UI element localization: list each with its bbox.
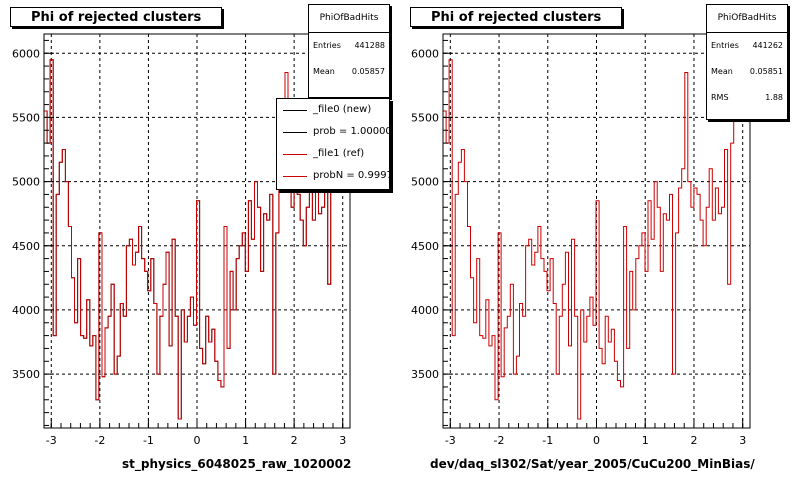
y-tick-label-4: 5500 (12, 111, 40, 124)
chart-2-stats-entries: Entries 441262 (707, 33, 787, 59)
legend-entry-file1: _file1 (ref) (277, 143, 389, 165)
chart-2-stats-rms: RMS 1.88 (707, 85, 787, 111)
legend-entry-file0: _file0 (new) (277, 99, 389, 121)
chart-1-stats-entries: Entries 441288 (309, 33, 389, 59)
chart-1-entries-value: 441288 (354, 41, 385, 50)
x-tick-label-0: -3 (445, 434, 456, 447)
chart-2-mean-label: Mean (711, 67, 733, 76)
x-tick-label-4: 1 (242, 434, 249, 447)
chart-1-stats-box: PhiOfBadHits Entries 441288 Mean 0.05857 (308, 4, 390, 98)
chart-2-xlabel: dev/daq_sl302/Sat/year_2005/CuCu200_MinB… (430, 457, 755, 471)
legend-label-prob: prob = 1.000000 (313, 126, 390, 137)
x-tick-label-4: 1 (642, 434, 649, 447)
legend-line-probn (283, 176, 307, 177)
legend-label-probn: probN = 0.999755 (313, 170, 389, 181)
y-tick-label-1: 4000 (12, 304, 40, 317)
legend-label-file0: _file0 (new) (313, 104, 372, 115)
chart-1-stats-name: PhiOfBadHits (309, 5, 389, 33)
chart-2-stats-box: PhiOfBadHits Entries 441262 Mean 0.05851… (706, 4, 788, 120)
x-tick-label-6: 3 (339, 434, 346, 447)
chart-1-mean-value: 0.05857 (351, 67, 385, 76)
chart-1-title-text: Phi of rejected clusters (31, 10, 202, 25)
chart-1-mean-label: Mean (313, 67, 335, 76)
chart-2-title-text: Phi of rejected clusters (431, 10, 602, 25)
chart-2-stats-mean: Mean 0.05851 (707, 59, 787, 85)
x-tick-label-2: -1 (542, 434, 553, 447)
legend-line-file1 (283, 154, 307, 155)
legend-label-file1: _file1 (ref) (313, 148, 365, 159)
x-tick-label-5: 2 (690, 434, 697, 447)
y-tick-label-0: 3500 (411, 368, 439, 381)
chart-1-legend: _file0 (new) prob = 1.000000 _file1 (ref… (276, 98, 390, 190)
y-tick-label-3: 5000 (12, 176, 40, 189)
chart-1-title: Phi of rejected clusters (10, 7, 222, 27)
chart-1-xlabel: st_physics_6048025_raw_1020002 (122, 457, 352, 471)
chart-1-entries-label: Entries (313, 41, 341, 50)
chart-2-title: Phi of rejected clusters (410, 7, 622, 27)
chart-2-rms-value: 1.88 (765, 93, 783, 102)
y-tick-label-5: 6000 (411, 47, 439, 60)
chart-2-rms-label: RMS (711, 93, 729, 102)
y-tick-label-0: 3500 (12, 368, 40, 381)
x-tick-label-6: 3 (739, 434, 746, 447)
x-tick-label-2: -1 (143, 434, 154, 447)
chart-2-entries-value: 441262 (752, 41, 783, 50)
legend-line-prob (283, 132, 307, 133)
chart-1: -3 -2 -1 0 1 2 3 3500 4000 4500 5000 5500 6000 (12, 33, 351, 447)
y-tick-label-4: 5500 (411, 111, 439, 124)
legend-entry-prob: prob = 1.000000 (277, 121, 389, 143)
y-tick-label-2: 4500 (12, 240, 40, 253)
chart-2-entries-label: Entries (711, 41, 739, 50)
legend-entry-probn: probN = 0.999755 (277, 165, 389, 187)
y-tick-label-5: 6000 (12, 47, 40, 60)
x-tick-label-3: 0 (593, 434, 600, 447)
y-tick-label-3: 5000 (411, 176, 439, 189)
x-tick-label-0: -3 (46, 434, 57, 447)
chart-2: -3 -2 -1 0 1 2 3 3500 4000 4500 5000 5500 6000 (411, 33, 751, 447)
chart-1-stats-mean: Mean 0.05857 (309, 59, 389, 85)
y-tick-label-1: 4000 (411, 304, 439, 317)
x-tick-label-3: 0 (194, 434, 201, 447)
x-tick-label-5: 2 (291, 434, 298, 447)
legend-line-file0 (283, 110, 307, 111)
chart-2-stats-name: PhiOfBadHits (707, 5, 787, 33)
series-phiofbadhits (443, 59, 740, 420)
chart-2-mean-value: 0.05851 (749, 67, 783, 76)
x-tick-label-1: -2 (494, 434, 505, 447)
x-tick-label-1: -2 (94, 434, 105, 447)
y-tick-label-2: 4500 (411, 240, 439, 253)
